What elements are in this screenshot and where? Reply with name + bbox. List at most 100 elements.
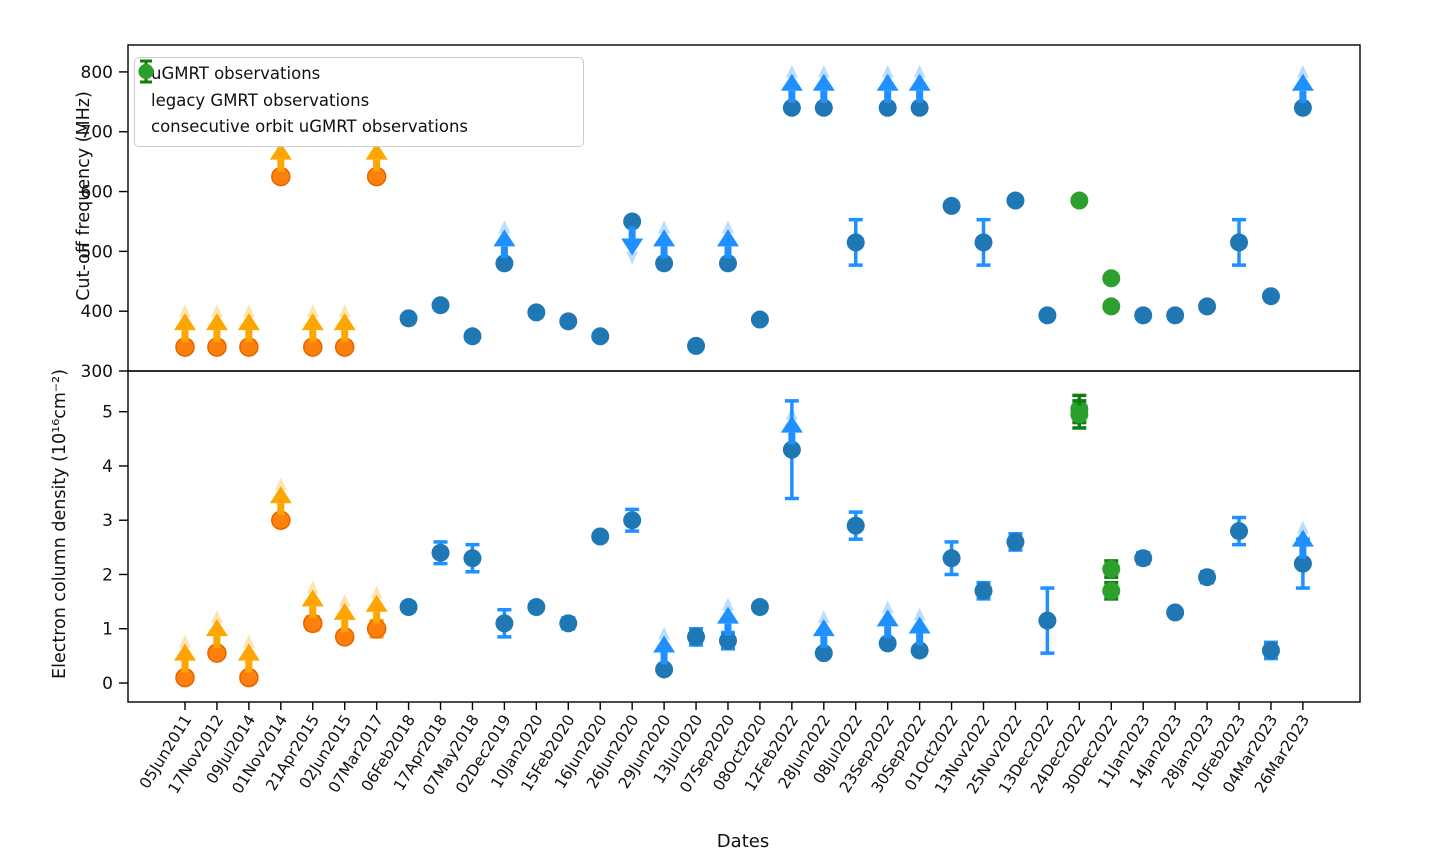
limit-arrow-tip (242, 304, 255, 318)
limit-arrow-stem (820, 90, 828, 103)
limit-arrow-head (333, 313, 356, 331)
limit-arrow-stem (916, 633, 924, 646)
y-tick-label: 3 (102, 511, 113, 531)
limit-arrow-head (876, 73, 899, 91)
limit-arrow-head (780, 73, 803, 91)
y-tick-label: 300 (81, 362, 113, 382)
data-point (782, 98, 801, 117)
data-point (1166, 306, 1185, 325)
limit-arrow-tip (498, 220, 511, 234)
limit-arrow-tip (306, 580, 319, 594)
data-point (1070, 191, 1089, 210)
y-tick-label: 1 (102, 620, 113, 640)
y-tick-label: 400 (81, 302, 113, 322)
limit-arrow-head (812, 73, 835, 91)
limit-arrow-stem (181, 660, 189, 673)
data-point (431, 296, 450, 315)
x-axis-label: Dates (716, 831, 770, 852)
data-point (1102, 560, 1121, 579)
limit-arrow-head (908, 616, 931, 634)
legend: uGMRT observations legacy GMRT observati… (134, 57, 584, 147)
limit-arrow-head (301, 313, 324, 331)
data-point (942, 196, 961, 215)
limit-arrow-stem (213, 636, 221, 649)
data-point (750, 310, 769, 329)
limit-arrow-stem (788, 90, 796, 103)
limit-arrow-tip (817, 610, 830, 624)
limit-arrow-tip (179, 634, 191, 648)
data-point (527, 598, 546, 617)
limit-arrow-head (365, 142, 388, 160)
data-point (782, 440, 801, 459)
legend-label-legacy-gmrt: legacy GMRT observations (151, 90, 370, 110)
data-point (1006, 191, 1025, 210)
limit-arrow-tip (881, 600, 894, 614)
limit-arrow-tip (242, 634, 255, 648)
limit-arrow-head (237, 313, 260, 331)
limit-arrow-head (876, 609, 899, 627)
data-point (910, 641, 929, 660)
data-point (750, 598, 769, 617)
limit-arrow-stem (277, 159, 285, 172)
data-point (1198, 297, 1217, 316)
legend-label-consecutive-orbit: consecutive orbit uGMRT observations (151, 117, 469, 137)
limit-arrow-tip (626, 251, 639, 265)
limit-arrow-stem (884, 90, 892, 103)
limit-arrow-head (653, 635, 676, 653)
limit-arrow-stem (373, 159, 381, 172)
data-point (942, 549, 961, 568)
limit-arrow-head (780, 415, 803, 433)
bottom-panel-border (127, 370, 1361, 703)
limit-arrow-tip (1296, 64, 1309, 78)
data-point (463, 327, 482, 346)
y-tick-label: 500 (81, 242, 113, 262)
limit-arrow-stem (341, 330, 349, 343)
limit-arrow-head (174, 643, 196, 661)
limit-arrow-stem (660, 652, 668, 665)
limit-arrow-tip (785, 406, 798, 420)
limit-arrow-head (1291, 529, 1314, 547)
data-point (559, 312, 578, 331)
limit-arrow-tip (881, 64, 894, 78)
limit-arrow-head (174, 313, 196, 331)
limit-arrow-tip (658, 626, 671, 640)
data-point (718, 254, 737, 273)
data-point (1102, 581, 1121, 600)
data-point (1261, 287, 1280, 306)
limit-arrow-head (365, 594, 388, 612)
limit-arrow-head (908, 73, 931, 91)
limit-arrow-stem (277, 503, 285, 516)
limit-arrow-stem (884, 626, 892, 639)
data-point (974, 581, 993, 600)
limit-arrow-stem (309, 330, 317, 343)
limit-arrow-tip (370, 585, 383, 599)
limit-arrow-stem (341, 619, 349, 632)
y-tick-label: 700 (81, 123, 113, 143)
limit-arrow-stem (373, 611, 381, 624)
data-point (495, 614, 514, 633)
data-point (463, 549, 482, 568)
y-tick-label: 800 (81, 63, 113, 83)
limit-arrow-tip (721, 597, 734, 611)
data-point (1198, 568, 1217, 587)
limit-arrow-stem (1299, 546, 1307, 559)
limit-arrow-stem (788, 432, 796, 445)
data-point (399, 598, 418, 617)
limit-arrow-stem (245, 660, 253, 673)
y-axis-label-top: Cut-off frequency (MHz) (74, 91, 94, 301)
limit-arrow-head (205, 619, 228, 637)
errorbar-marker-icon (138, 59, 154, 84)
limit-arrow-tip (913, 64, 926, 78)
limit-arrow-head (493, 229, 516, 247)
limit-arrow-stem (181, 330, 189, 343)
data-point (1261, 641, 1280, 660)
limit-arrow-stem (724, 623, 732, 636)
data-point (527, 303, 546, 322)
limit-arrow-tip (274, 477, 287, 491)
data-point (623, 511, 642, 530)
limit-arrow-head (653, 229, 676, 247)
y-tick-label: 0 (102, 674, 113, 694)
data-point (814, 644, 833, 663)
limit-arrow-head (205, 313, 228, 331)
